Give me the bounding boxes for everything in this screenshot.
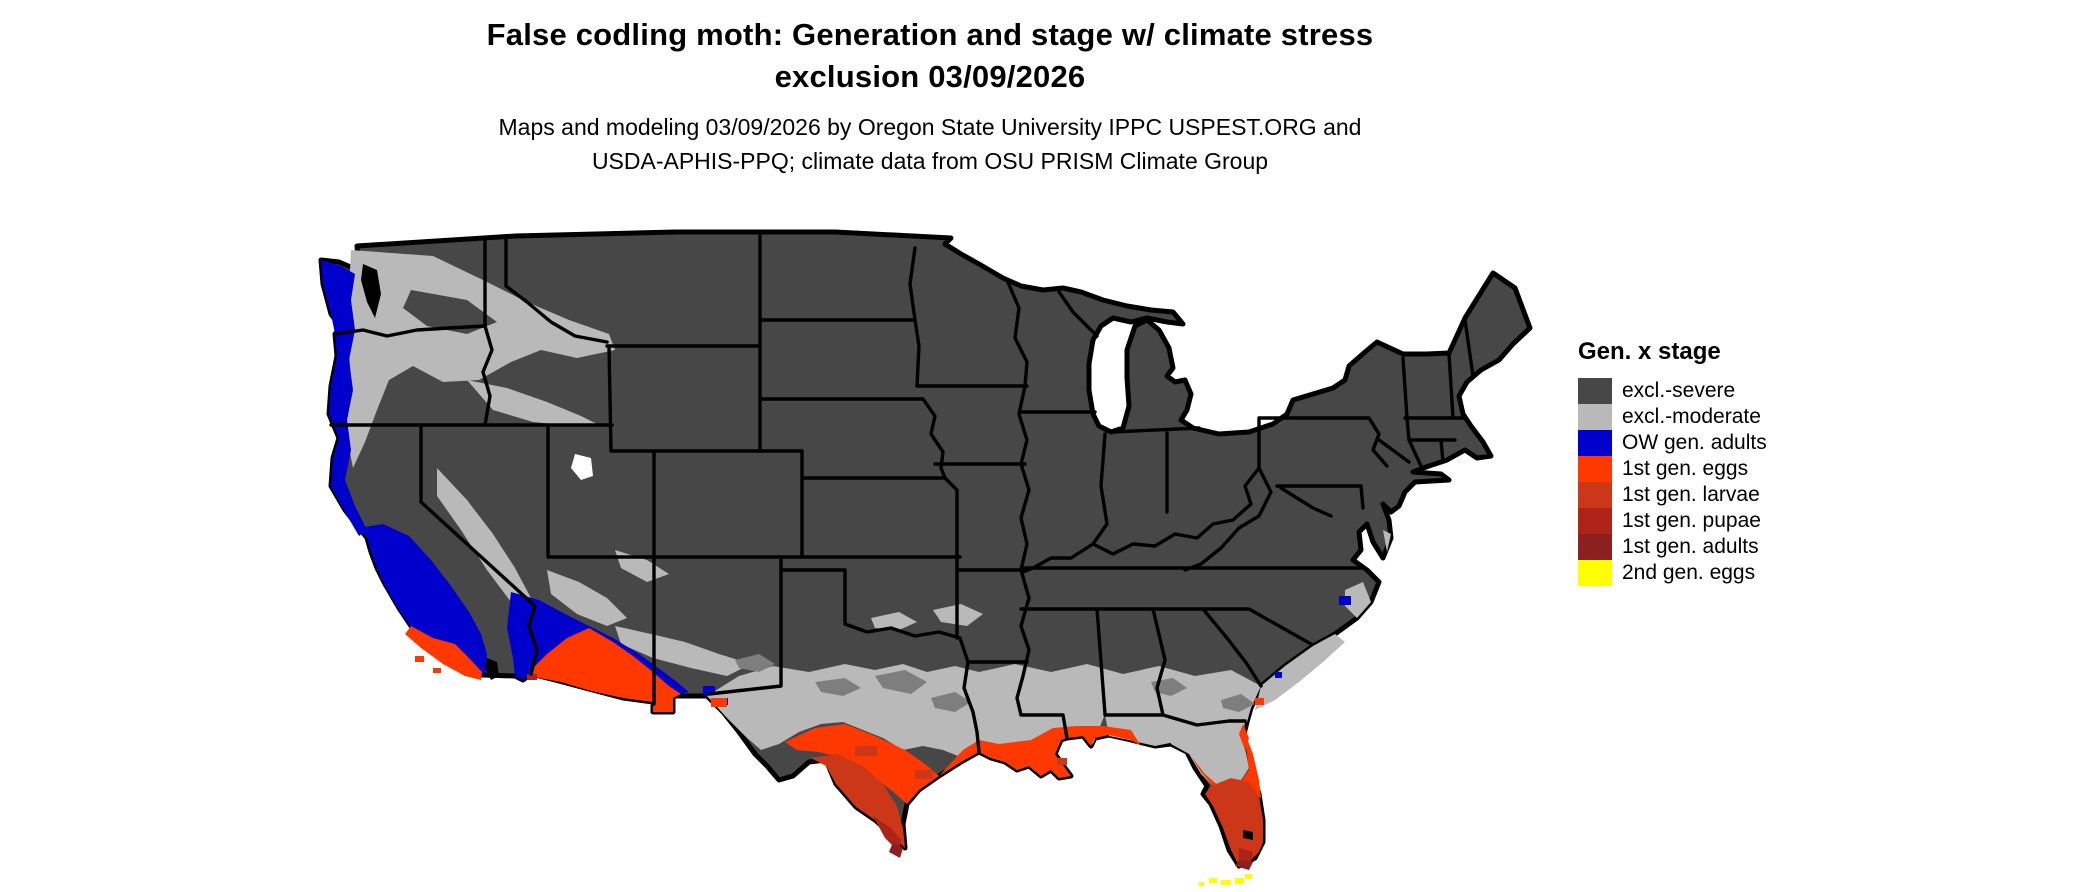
legend-swatch-1st-eggs	[1578, 456, 1612, 482]
great-salt-lake	[571, 454, 593, 480]
legend-item-excl-moderate: excl.-moderate	[1578, 404, 1838, 430]
legend-item-ow-adults: OW gen. adults	[1578, 430, 1838, 456]
legend-swatch-excl-moderate	[1578, 404, 1612, 430]
map-region-adults	[889, 842, 1253, 870]
legend-item-2nd-eggs: 2nd gen. eggs	[1578, 560, 1838, 586]
map-region-severe-core-columbia	[403, 290, 497, 334]
legend-swatch-excl-severe	[1578, 378, 1612, 404]
legend-swatch-ow-adults	[1578, 430, 1612, 456]
legend-item-excl-severe: excl.-severe	[1578, 378, 1838, 404]
legend-item-1st-pupae: 1st gen. pupae	[1578, 508, 1838, 534]
subtitle-line-1: Maps and modeling 03/09/2026 by Oregon S…	[498, 114, 1362, 140]
page-title: False codling moth: Generation and stage…	[280, 14, 1580, 98]
legend: Gen. x stage excl.-severe excl.-moderate…	[1578, 338, 1838, 586]
legend-label-1st-adults: 1st gen. adults	[1622, 535, 1759, 558]
state-border-lines	[329, 234, 1475, 754]
map-regions	[318, 229, 1533, 886]
subtitle-line-2: USDA-APHIS-PPQ; climate data from OSU PR…	[591, 148, 1269, 174]
legend-label-1st-eggs: 1st gen. eggs	[1622, 457, 1749, 480]
map-region-larvae	[811, 746, 1263, 862]
state-borders	[329, 234, 1475, 754]
page-subtitle: Maps and modeling 03/09/2026 by Oregon S…	[280, 110, 1580, 178]
legend-item-1st-eggs: 1st gen. eggs	[1578, 456, 1838, 482]
legend-label-2nd-eggs: 2nd gen. eggs	[1622, 561, 1756, 584]
map-region-texture-midgray	[735, 654, 1255, 712]
figure-titles: False codling moth: Generation and stage…	[280, 14, 1580, 178]
legend-swatch-1st-larvae	[1578, 482, 1612, 508]
legend-label-excl-moderate: excl.-moderate	[1622, 405, 1761, 428]
legend-label-ow-adults: OW gen. adults	[1622, 431, 1767, 454]
legend-title: Gen. x stage	[1578, 338, 1721, 365]
us-map-svg	[318, 229, 1533, 886]
legend-label-excl-severe: excl.-severe	[1622, 379, 1736, 402]
legend-swatch-1st-pupae	[1578, 508, 1612, 534]
legend-swatch-2nd-eggs	[1578, 560, 1612, 586]
legend-item-1st-larvae: 1st gen. larvae	[1578, 482, 1838, 508]
legend-item-1st-adults: 1st gen. adults	[1578, 534, 1838, 560]
map-region-2nd-eggs	[1199, 874, 1252, 886]
legend-label-1st-larvae: 1st gen. larvae	[1622, 483, 1760, 506]
legend-swatch-1st-adults	[1578, 534, 1612, 560]
title-line-2: exclusion 03/09/2026	[774, 59, 1086, 94]
title-line-1: False codling moth: Generation and stage…	[486, 17, 1374, 52]
map-region-eggs	[405, 626, 1264, 804]
us-map	[315, 228, 1545, 888]
legend-label-1st-pupae: 1st gen. pupae	[1622, 509, 1761, 532]
